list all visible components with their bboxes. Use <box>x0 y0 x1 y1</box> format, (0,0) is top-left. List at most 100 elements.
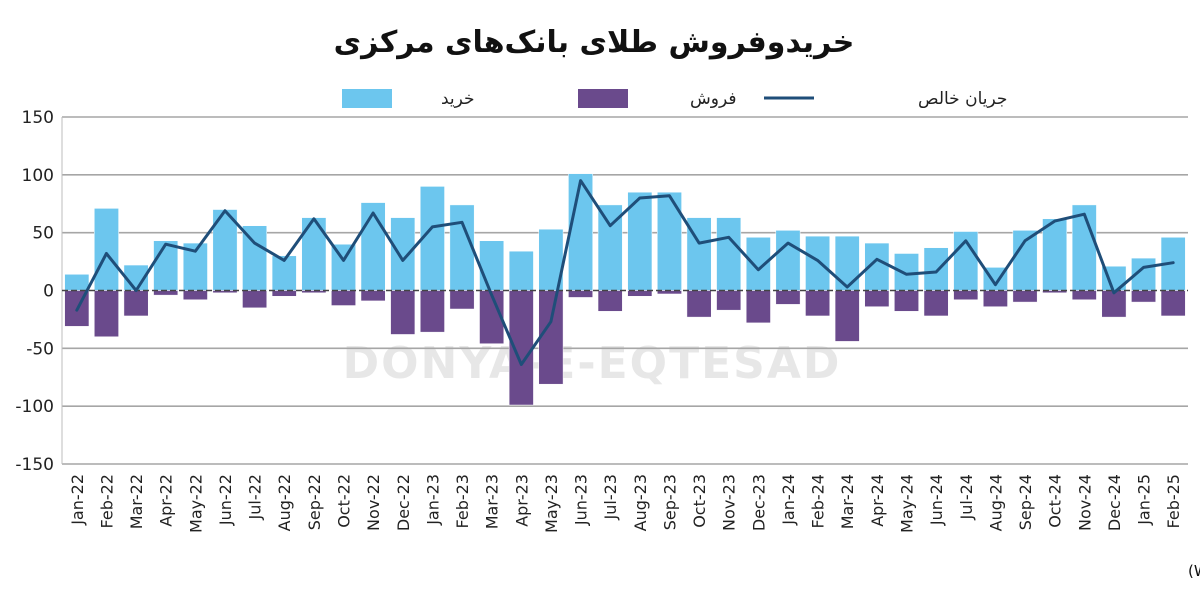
x-tick-label: Dec-24 <box>1105 474 1124 531</box>
legend-buy-swatch <box>342 89 392 108</box>
net-flow-line <box>75 179 1175 366</box>
x-tick-label: Aug-23 <box>631 474 650 531</box>
y-tick-label: -150 <box>15 455 54 475</box>
y-tick-label: -100 <box>15 397 54 417</box>
x-tick-label: Oct-24 <box>1046 474 1065 528</box>
x-tick-label: Aug-22 <box>275 474 294 531</box>
x-tick-label: Feb-25 <box>1164 474 1183 528</box>
x-tick-label: May-23 <box>542 474 561 533</box>
sell-bar <box>864 290 890 307</box>
net-flow-point <box>994 283 997 286</box>
net-flow-point <box>253 242 256 244</box>
net-flow-point <box>76 309 78 311</box>
y-tick-label: 0 <box>43 282 54 302</box>
x-tick-label: Apr-22 <box>157 474 176 527</box>
sell-bar <box>745 290 771 324</box>
net-flow-point <box>135 289 137 292</box>
net-flow-point <box>1083 213 1086 215</box>
net-flow-point <box>787 242 789 244</box>
buy-bar <box>64 274 90 291</box>
x-tick-label: Jan-22 <box>68 474 87 526</box>
buy-bar <box>94 208 119 291</box>
sell-bar <box>1012 290 1038 303</box>
buy-bar <box>894 253 919 291</box>
x-tick-label: Oct-23 <box>690 474 709 528</box>
net-flow-point <box>520 363 523 366</box>
legend-buy-label: خرید <box>441 89 475 109</box>
net-flow-point <box>639 197 641 199</box>
x-tick-label: Feb-24 <box>809 474 828 528</box>
sell-bar <box>686 290 712 318</box>
legend-sell-label: فروش <box>690 89 736 109</box>
buy-bar <box>1071 204 1097 291</box>
sell-bar <box>331 290 356 306</box>
sell-bar <box>390 290 416 335</box>
buy-bar <box>805 235 831 291</box>
x-tick-label: May-22 <box>186 474 205 533</box>
sell-bar <box>419 290 445 333</box>
net-flow-point <box>816 259 819 262</box>
buy-bar <box>1042 218 1068 291</box>
x-tick-label: Jun-23 <box>572 474 591 526</box>
sell-bar <box>1160 290 1186 317</box>
net-flow-point <box>431 226 434 228</box>
buy-bar <box>834 235 860 291</box>
net-flow-point <box>876 258 878 261</box>
buy-bar <box>331 243 356 291</box>
x-tick-label: Sep-23 <box>660 474 679 530</box>
legend: خرید فروش جریان خالص <box>342 89 1007 109</box>
buy-bar <box>153 240 179 291</box>
chart-title: خریدوفروش طلای بانک‌های مرکزی <box>334 25 855 60</box>
net-flow-polyline <box>75 179 1175 366</box>
net-flow-point <box>1053 220 1056 222</box>
x-tick-label: Feb-23 <box>453 474 472 528</box>
net-flow-point <box>935 271 937 273</box>
net-flow-point <box>1172 261 1174 264</box>
y-tick-label: -50 <box>26 339 54 359</box>
x-tick-label: Jul-23 <box>601 474 620 520</box>
net-flow-point <box>609 224 611 227</box>
y-axis-ticks: 150 100 50 0 -50 -100 -150 <box>15 108 54 475</box>
sell-bar <box>1131 290 1156 303</box>
net-flow-point <box>105 252 108 255</box>
net-flow-point <box>313 217 315 220</box>
y-tick-label: 50 <box>32 224 54 244</box>
net-flow-point <box>698 242 700 244</box>
buy-bar <box>360 202 386 291</box>
sell-bar <box>182 290 208 301</box>
x-tick-label: May-24 <box>898 474 917 533</box>
x-tick-label: Mar-22 <box>127 474 146 529</box>
buy-bar <box>508 250 534 291</box>
buy-bar <box>923 247 949 291</box>
x-tick-label: Oct-22 <box>335 474 354 528</box>
x-tick-label: Nov-22 <box>364 474 383 531</box>
buy-bar <box>716 217 742 291</box>
sell-bar <box>834 290 860 342</box>
net-flow-point <box>194 250 197 252</box>
sell-bar <box>597 290 623 312</box>
x-tick-label: Nov-23 <box>720 474 739 531</box>
net-flow-point <box>342 259 345 262</box>
sell-bar <box>449 290 475 310</box>
sell-bar <box>271 290 297 297</box>
sell-bar <box>242 290 268 309</box>
buy-bar <box>775 230 801 291</box>
net-flow-point <box>964 239 967 242</box>
net-flow-point <box>727 236 730 239</box>
sell-bar <box>1071 290 1097 301</box>
net-flow-point <box>550 320 552 323</box>
net-flow-point <box>164 243 167 246</box>
net-flow-point <box>490 294 493 296</box>
sell-bar <box>301 290 327 294</box>
net-flow-point <box>668 194 671 197</box>
x-tick-label: Jan-24 <box>779 474 798 526</box>
x-tick-label: Apr-23 <box>512 474 531 527</box>
buy-bar <box>242 225 268 291</box>
legend-sell-swatch <box>578 89 628 108</box>
x-tick-label: Apr-24 <box>868 474 887 527</box>
net-flow-point <box>461 221 463 224</box>
sell-bar <box>123 290 149 317</box>
x-tick-label: Mar-23 <box>483 474 502 529</box>
x-tick-label: Dec-22 <box>394 474 413 531</box>
